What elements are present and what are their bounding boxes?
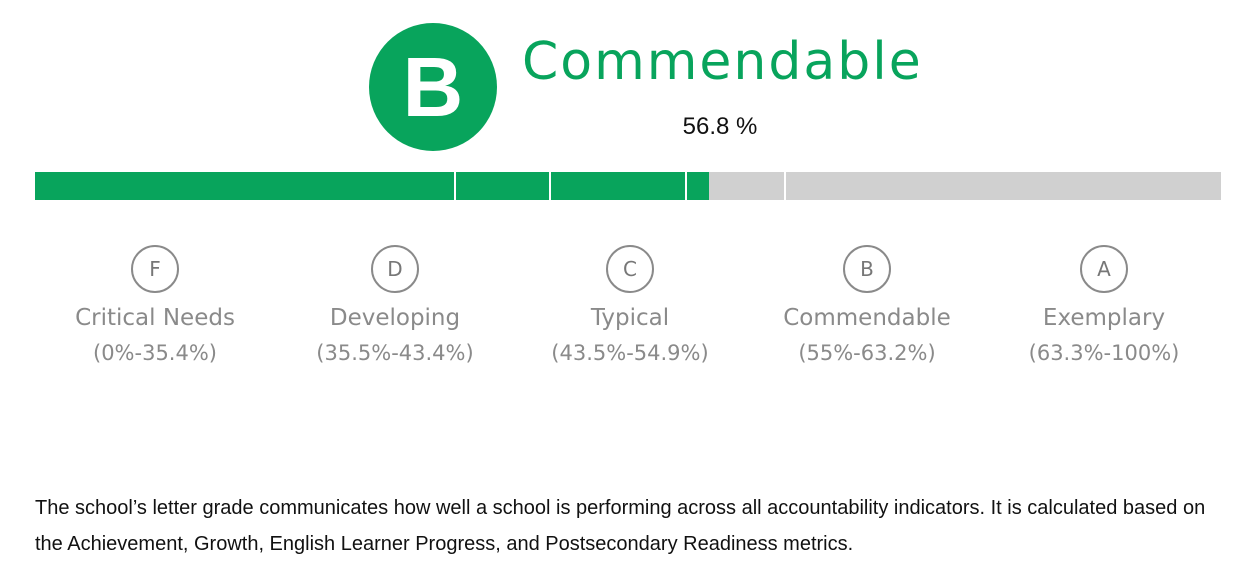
tier-name: Exemplary: [1042, 305, 1166, 331]
grade-tier-a: A Exemplary (63.3%-100%): [994, 245, 1214, 365]
grade-progress-fill: [35, 172, 709, 200]
grade-scale: F Critical Needs (0%-35.4%) D Developing…: [0, 245, 1240, 385]
grade-letter-badge: B: [369, 23, 497, 151]
grade-letter: B: [402, 39, 464, 134]
tier-letter: A: [1097, 257, 1111, 281]
tier-name: Developing: [329, 305, 461, 331]
tier-letter: C: [623, 257, 637, 281]
grade-threshold-divider: [453, 172, 456, 200]
tier-letter-circle: F: [131, 245, 179, 293]
tier-letter: B: [860, 257, 874, 281]
tier-range: (55%-63.2%): [798, 341, 936, 365]
grade-tier-b: B Commendable (55%-63.2%): [757, 245, 977, 365]
tier-range: (63.3%-100%): [1028, 341, 1180, 365]
grade-threshold-divider: [685, 172, 688, 200]
grade-tier-d: D Developing (35.5%-43.4%): [285, 245, 505, 365]
tier-letter: D: [387, 257, 403, 281]
grade-threshold-divider: [783, 172, 786, 200]
tier-range: (43.5%-54.9%): [551, 341, 709, 365]
tier-letter: F: [149, 257, 161, 281]
tier-range: (0%-35.4%): [93, 341, 217, 365]
tier-name: Commendable: [783, 305, 951, 331]
grade-tier-c: C Typical (43.5%-54.9%): [520, 245, 740, 365]
grade-threshold-divider: [548, 172, 551, 200]
grade-description: The school’s letter grade communicates h…: [35, 497, 1206, 555]
tier-letter-circle: D: [371, 245, 419, 293]
grade-label: Commendable: [522, 32, 923, 92]
grade-percent: 56.8 %: [682, 113, 758, 140]
tier-letter-circle: A: [1080, 245, 1128, 293]
tier-letter-circle: C: [606, 245, 654, 293]
tier-letter-circle: B: [843, 245, 891, 293]
tier-name: Critical Needs: [75, 305, 235, 331]
grade-tier-f: F Critical Needs (0%-35.4%): [45, 245, 265, 365]
tier-name: Typical: [590, 305, 670, 331]
grade-progress-bar: [35, 172, 1221, 200]
tier-range: (35.5%-43.4%): [316, 341, 474, 365]
